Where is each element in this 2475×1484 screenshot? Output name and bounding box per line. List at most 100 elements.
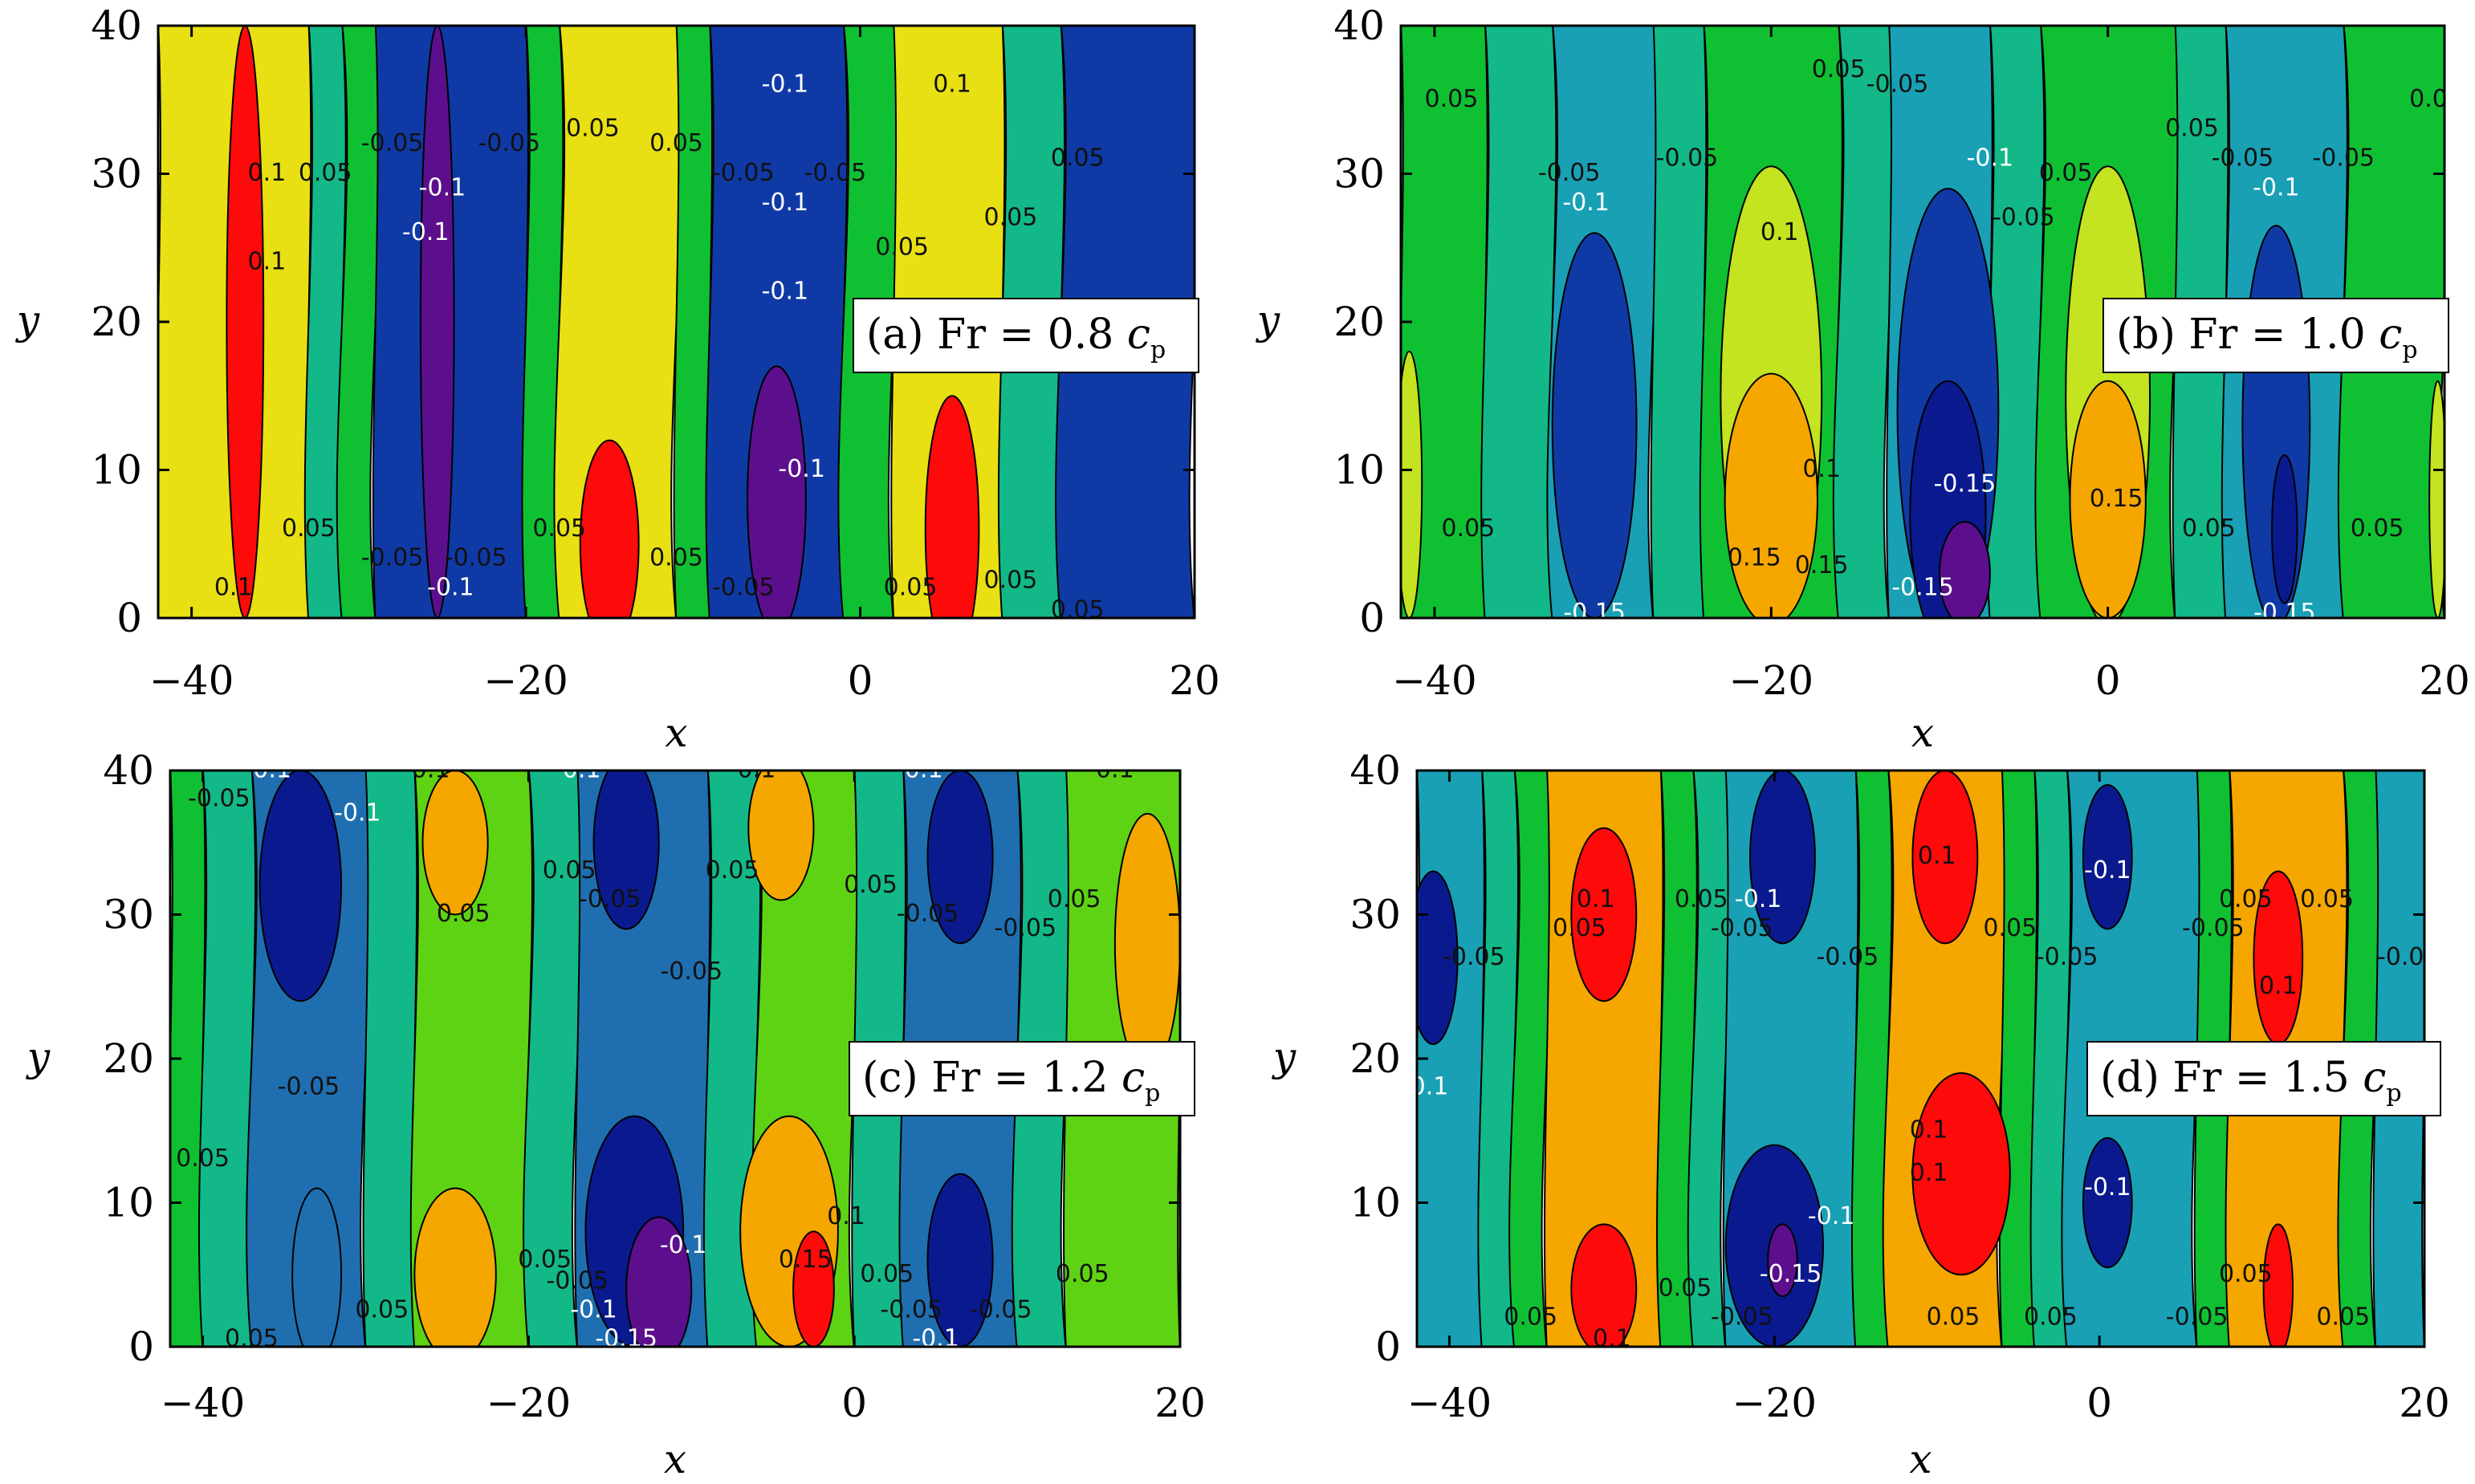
contour-label: 0.05 <box>875 233 929 261</box>
contour-label: 0.1 <box>1577 885 1615 913</box>
contour-blob <box>291 1187 343 1347</box>
contour-label: -0.05 <box>478 129 540 157</box>
x-tick-label: 20 <box>1154 1380 1206 1426</box>
y-axis-label: y <box>1256 297 1280 344</box>
contour-label: -0.05 <box>1711 914 1773 942</box>
contour-label: -0.1 <box>660 1231 707 1259</box>
y-tick-label: 40 <box>1333 2 1385 49</box>
contour-blob <box>579 439 640 618</box>
contour-label: 0.1 <box>1593 1325 1631 1353</box>
contour-label: 0.1 <box>933 70 971 98</box>
y-axis-label: y <box>1272 1034 1297 1080</box>
contour-label: 0.15 <box>779 1246 832 1274</box>
contour-label: 0.05 <box>282 514 336 543</box>
contour-label: 0.05 <box>437 900 491 928</box>
contour-blob <box>1724 372 1818 618</box>
contour-label: 0.05 <box>884 574 938 602</box>
contour-blob <box>2082 783 2133 930</box>
contour-label: 0.05 <box>649 129 703 157</box>
contour-label: -0.05 <box>970 1296 1032 1324</box>
contour-label: 0.15 <box>2090 485 2143 513</box>
contour-label: -0.05 <box>660 957 723 986</box>
contour-label: -0.05 <box>361 129 424 157</box>
contour-blob <box>1570 1223 1638 1347</box>
contour-label: -0.15 <box>1563 599 1626 627</box>
contour-label: -0.05 <box>1993 203 2055 231</box>
contour-label: 0.05 <box>1659 1275 1712 1303</box>
x-axis-label: x <box>1909 1436 1932 1482</box>
contour-label: 0.05 <box>2219 885 2273 913</box>
contour-label: 0.05 <box>844 871 898 899</box>
x-tick-label: −40 <box>161 1380 246 1426</box>
contour-band <box>1850 770 1893 1347</box>
contour-label: -0.1 <box>2084 1173 2131 1201</box>
contour-blob <box>1570 827 1638 1002</box>
contour-label: -0.05 <box>1866 70 1929 98</box>
contour-label: 0.05 <box>1553 914 1606 942</box>
contour-label: -0.05 <box>2166 1303 2229 1332</box>
y-tick-label: 0 <box>116 595 142 641</box>
contour-label: 0.05 <box>518 1246 572 1274</box>
contour-label: 0.05 <box>984 203 1038 231</box>
contour-blob <box>1911 1071 2011 1276</box>
x-axis-label: x <box>1911 709 1934 756</box>
contour-label: -0.1 <box>762 278 809 306</box>
contour-blob <box>2271 454 2298 604</box>
contour-label: 0.05 <box>860 1260 914 1288</box>
contour-label: 0.05 <box>1048 885 1101 913</box>
panel-b: 0.050.05-0.05-0.1-0.05-0.05-0.10.1-0.050… <box>1256 2 2470 756</box>
contour-label: 0.15 <box>1728 544 1781 572</box>
contour-blob <box>413 1187 497 1347</box>
contour-blob <box>592 770 660 930</box>
contour-label: 0.05 <box>1983 914 2037 942</box>
y-tick-label: 10 <box>91 447 142 494</box>
contour-label: 0.05 <box>2165 115 2219 143</box>
panel-label: (a) Fr = 0.8 cp <box>866 311 1166 364</box>
contour-band <box>1985 26 2046 618</box>
contour-label: 0.1 <box>1910 1159 1948 1187</box>
contour-blob <box>926 1173 994 1347</box>
contour-label: -0.05 <box>2182 914 2245 942</box>
x-tick-label: −20 <box>483 657 568 704</box>
panel-label: (b) Fr = 1.0 cp <box>2116 311 2418 364</box>
x-axis-label: x <box>665 709 687 756</box>
contour-blob <box>419 26 455 618</box>
contour-label: 0.05 <box>2351 514 2404 543</box>
plot-area: 0.10.10.05-0.05-0.1-0.1-0.050.050.05-0.0… <box>158 26 1195 618</box>
contour-label: -0.05 <box>880 1296 942 1324</box>
y-tick-label: 20 <box>103 1035 154 1082</box>
contour-blob <box>2069 380 2147 618</box>
panel-c: -0.1-0.05-0.10.1 -0.1 0.1 -0.1 0.10.05-0.050… <box>26 747 1206 1482</box>
y-tick-label: 40 <box>103 747 154 794</box>
contour-band <box>362 770 418 1347</box>
x-tick-label: −40 <box>1407 1380 1492 1426</box>
contour-label: 0.05 <box>225 1325 279 1353</box>
contour-label: 0.1 <box>827 1202 865 1230</box>
contour-label: -0.05 <box>994 914 1056 942</box>
x-axis-label: x <box>664 1436 686 1482</box>
x-tick-label: 20 <box>2419 657 2470 704</box>
contour-blob <box>747 365 807 618</box>
contour-label: -0.05 <box>445 544 507 572</box>
contour-label: 0.05 <box>532 514 586 543</box>
contour-label: 0.05 <box>355 1296 409 1324</box>
y-tick-label: 10 <box>1349 1180 1401 1226</box>
contour-band <box>1477 770 1520 1347</box>
contour-label: -0.1 <box>778 455 825 483</box>
y-tick-label: 0 <box>1375 1323 1401 1370</box>
contour-label: -0.1 <box>1562 189 1610 217</box>
contour-blob <box>747 770 815 901</box>
contour-blob <box>1748 770 1816 945</box>
contour-label: 0.05 <box>2300 885 2354 913</box>
contour-label: -0.1 <box>1402 1072 1449 1100</box>
contour-label: -0.05 <box>2036 943 2098 971</box>
y-axis-label: y <box>15 297 40 344</box>
contour-blob <box>258 770 343 1002</box>
contour-label: -0.1 <box>570 1296 617 1324</box>
x-tick-label: 0 <box>848 657 873 704</box>
contour-label: -0.1 <box>244 756 291 784</box>
contour-band <box>705 26 849 618</box>
contour-band <box>2029 770 2072 1347</box>
contour-label: 0.05 <box>2024 1303 2078 1332</box>
contour-band <box>197 770 257 1347</box>
